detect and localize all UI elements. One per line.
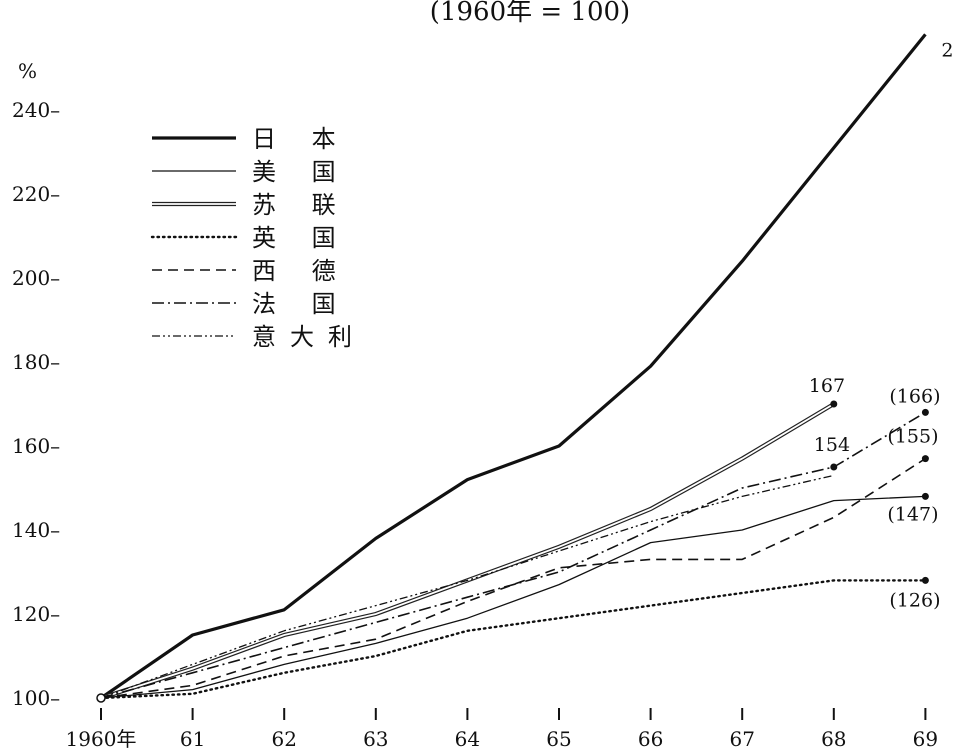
x-tick-label-4: 64 [455,727,480,751]
series-line-0 [100,33,927,700]
origin-point [96,693,106,703]
series-line-2-inner [100,403,835,699]
y-tick-label-120: 120– [12,602,60,626]
series-line-4 [100,457,926,699]
data-annotations: 258 167 154 (166) (155) (147) (126) [809,39,954,611]
x-tick-label-8: 68 [821,727,846,751]
data-label-6: (126) [889,589,940,611]
data-label-1: 167 [809,375,845,397]
y-tick-label-160: 160– [12,434,60,458]
legend-label-3: 英 国 [252,224,350,252]
y-tick-label-240: 240– [12,98,60,122]
x-tick-label-7: 67 [729,727,754,751]
x-tick-label-2: 62 [271,727,296,751]
data-label-0: 258 [941,39,954,61]
legend-label-5: 法 国 [252,290,350,318]
y-tick-label-140: 140– [12,518,60,542]
y-tick-label-220: 220– [12,182,60,206]
legend-label-2: 苏 联 [252,191,350,219]
end-point-3 [921,408,929,416]
y-tick-label-200: 200– [12,266,60,290]
x-tick-label-1: 61 [180,727,205,751]
y-tick-label-180: 180– [12,350,60,374]
legend-label-6: 意大利 [252,323,366,351]
legend-label-0: 日 本 [252,125,350,153]
legend-label-1: 美 国 [252,158,350,186]
series-line-6 [100,474,834,699]
legend-label-4: 西 德 [252,257,350,285]
y-tick-label-100: 100– [12,686,60,710]
data-label-4: (155) [887,426,938,448]
series-layer [96,33,927,703]
series-line-3 [99,579,927,700]
x-tick-label-5: 65 [546,727,571,751]
data-label-5: (147) [887,503,938,525]
chart-title: (1960年 = 100) [430,0,630,27]
series-line-5 [100,411,926,699]
end-point-5 [921,492,929,500]
x-tick-label-3: 63 [363,727,388,751]
x-tick-label-9: 69 [913,727,938,751]
data-label-3: (166) [889,385,940,407]
end-point-2 [830,463,838,471]
data-label-2: 154 [814,434,850,456]
end-point-1 [830,400,838,408]
x-tick-label-0: 1960年 [66,727,137,751]
series-line-1 [100,495,926,699]
y-axis-unit-label: % [18,59,37,83]
end-point-4 [921,455,929,463]
series-line-2-outer [100,402,835,700]
axes: 100– 120– 140– 160– 180– 200– 220– 240– 1960年 61 6… [12,98,938,751]
end-point-6 [921,576,929,584]
x-tick-label-6: 66 [638,727,663,751]
